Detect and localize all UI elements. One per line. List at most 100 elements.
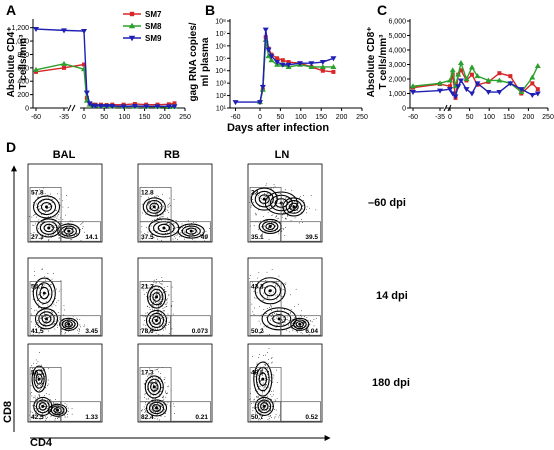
gate-value-dn: 82.4 xyxy=(141,414,154,421)
data-point-sm7 xyxy=(280,58,285,63)
series-line-sm9 xyxy=(412,78,538,98)
data-point-sm9 xyxy=(447,87,453,93)
y-tick-label: 10⁶ xyxy=(215,43,226,50)
data-point-sm8 xyxy=(437,80,443,86)
series-line-sm9 xyxy=(35,28,175,108)
flow-contours xyxy=(31,365,68,417)
data-point-sm8 xyxy=(468,64,475,70)
gate-value-cd4: 1.33 xyxy=(85,414,98,421)
data-point-sm9 xyxy=(109,103,116,109)
data-point-sm7 xyxy=(275,56,280,61)
flow-contours xyxy=(144,375,168,417)
x-tick-label: 100 xyxy=(483,114,495,121)
legend-label-sm8: SM8 xyxy=(145,22,162,31)
flow-gates xyxy=(29,187,101,242)
data-point-sm9 xyxy=(103,103,110,109)
x-tick-label: 200 xyxy=(159,114,171,121)
data-point-sm8 xyxy=(457,60,464,66)
data-point-sm9 xyxy=(474,81,481,87)
series-line-sm8 xyxy=(35,63,175,108)
y-tick-label: 10⁷ xyxy=(216,31,227,38)
x-tick-label: 250 xyxy=(542,114,554,121)
flow-plot: 23 35.1 39.5 xyxy=(247,163,323,243)
data-point-sm8 xyxy=(330,63,337,69)
gate-value-dn: 27.3 xyxy=(31,234,44,241)
axis-break-mark xyxy=(67,104,76,112)
data-point-sm9 xyxy=(529,92,536,98)
data-point-sm9 xyxy=(33,27,39,33)
gate-value-cd8: 21.2 xyxy=(141,283,154,290)
cd8-axis-label: CD8 xyxy=(2,401,14,423)
x-tick-label: -35 xyxy=(435,114,445,121)
data-point-sm8 xyxy=(529,74,536,80)
y-tick-label: 400 xyxy=(17,79,29,86)
y-tick-label: 1,200 xyxy=(11,25,29,32)
tissue-header-bal: BAL xyxy=(53,149,76,161)
data-point-sm9 xyxy=(92,103,99,109)
data-point-sm9 xyxy=(154,104,161,110)
panel-a-ylabel-line1: Absolute CD4⁺ xyxy=(6,27,17,98)
x-tick-label: -35 xyxy=(59,114,69,121)
y-tick-label: 10¹ xyxy=(216,106,227,113)
legend-label-sm7: SM7 xyxy=(145,10,162,19)
gate-value-cd4: 3.45 xyxy=(85,328,98,335)
data-point-sm9 xyxy=(97,103,104,109)
data-point-sm9 xyxy=(259,84,266,90)
flow-gates xyxy=(29,281,101,336)
x-tick-label: -60 xyxy=(230,114,240,121)
flow-plot-frame xyxy=(137,343,213,423)
data-point-sm9 xyxy=(468,91,475,97)
legend-marker-sm7 xyxy=(129,11,135,17)
x-tick-label: 100 xyxy=(295,114,307,121)
flow-cytometry-grid: 57.8 27.3 14.1 12.8 37.5 49 23 35.1 39.5 54.7 41.5… xyxy=(27,163,323,423)
flow-contours xyxy=(32,277,79,331)
flow-plot: 17.3 82.4 0.21 xyxy=(137,343,213,423)
flow-plot-frame xyxy=(247,163,323,243)
flow-plot: 48.5 50.7 0.52 xyxy=(247,343,323,423)
gate-value-cd8: 43.3 xyxy=(251,283,264,290)
gate-value-cd8: 57.8 xyxy=(31,189,44,196)
panel-letter-a: A xyxy=(6,2,16,18)
data-point-sm8 xyxy=(447,77,453,83)
y-tick-label: 5,000 xyxy=(388,33,406,40)
gate-value-dn: 78.6 xyxy=(141,328,154,335)
gate-value-cd4: 6.04 xyxy=(305,328,318,335)
data-point-sm9 xyxy=(131,103,138,109)
x-tick-label: 50 xyxy=(277,114,285,121)
flow-plot-frame xyxy=(137,257,213,337)
panel-c-ylabel-line2: T cells/mm³ xyxy=(378,34,389,90)
y-tick-label: 4,000 xyxy=(388,48,406,55)
x-tick-label: 0 xyxy=(82,114,86,121)
flow-gates xyxy=(139,367,211,422)
data-point-sm9 xyxy=(165,104,172,110)
flow-gates xyxy=(249,187,321,242)
data-point-sm7 xyxy=(508,74,513,79)
flow-contours xyxy=(253,361,274,416)
gate-value-cd8: 17.3 xyxy=(141,369,154,376)
data-point-sm9 xyxy=(143,104,150,110)
gate-value-cd4: 14.1 xyxy=(85,234,98,241)
gate-value-cd8: 12.8 xyxy=(141,189,154,196)
data-point-sm7 xyxy=(530,81,535,86)
flow-plot: 21.2 78.6 0.073 xyxy=(137,257,213,337)
panel-b-ylabel-line1: gag RNA copies/ xyxy=(188,22,199,101)
flow-gates xyxy=(249,281,321,336)
x-tick-label: 250 xyxy=(356,114,368,121)
data-point-sm9 xyxy=(518,87,525,93)
flow-contours xyxy=(145,285,168,331)
panel-a-ylabel-line2: T cells/mm³ xyxy=(18,34,29,90)
timepoint-label-14: 14 dpi xyxy=(376,290,408,302)
x-tick-label: 50 xyxy=(100,114,108,121)
data-point-sm9 xyxy=(232,100,239,106)
data-point-sm9 xyxy=(534,91,541,97)
data-point-sm9 xyxy=(257,100,263,106)
data-point-sm9 xyxy=(308,61,315,67)
timepoint-label-180: 180 dpi xyxy=(372,377,410,389)
data-point-sm8 xyxy=(496,77,503,83)
data-point-sm9 xyxy=(279,62,286,68)
data-point-sm9 xyxy=(330,56,337,62)
tissue-header-ln: LN xyxy=(275,149,290,161)
data-point-sm8 xyxy=(319,63,326,69)
gate-value-cd4: 0.21 xyxy=(195,414,208,421)
data-point-sm9 xyxy=(296,61,303,67)
